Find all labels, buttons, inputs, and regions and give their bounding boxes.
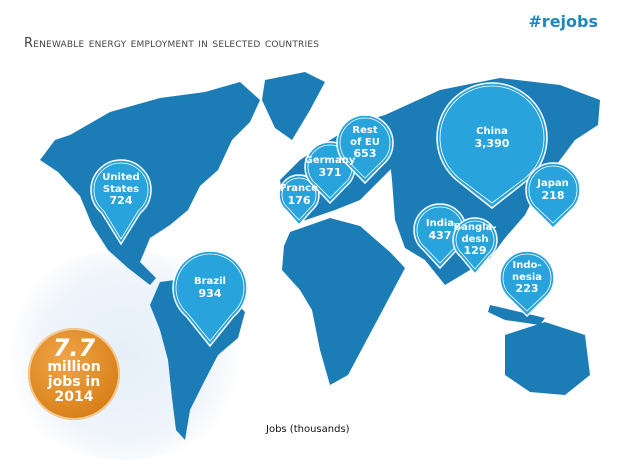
jobs-value: 371: [318, 165, 342, 179]
pins-layer: [90, 82, 581, 348]
pin-label: India 437: [426, 218, 454, 242]
page-title: Renewable energy employment in selected …: [24, 36, 320, 51]
pin-label: France 176: [280, 183, 318, 207]
pin-china: [436, 82, 548, 209]
country-name: China: [476, 125, 508, 137]
country-name: desh: [461, 233, 489, 245]
pin-brazil: [172, 250, 248, 348]
country-name: United: [102, 172, 140, 184]
country-name: France: [280, 182, 318, 194]
country-name: Germany: [304, 154, 356, 166]
pin-japan: [525, 162, 581, 230]
pin-label: Bangla-desh 129: [454, 222, 497, 258]
pin-label: United States 724: [102, 172, 139, 208]
pin-inner-outline: [502, 253, 552, 312]
australia: [505, 322, 590, 395]
total-jobs-badge: 7.7 million jobs in 2014: [28, 328, 120, 420]
country-name: Bangla-: [453, 222, 497, 234]
legend-label: Jobs (thousands): [266, 424, 350, 435]
country-name: Rest: [352, 125, 378, 137]
country-name: States: [102, 183, 140, 195]
pin-label: Rest of EU 653: [350, 125, 380, 161]
country-name: of EU: [350, 136, 380, 148]
pin-inner-outline: [339, 117, 391, 179]
jobs-value: 934: [198, 286, 222, 300]
jobs-value: 724: [109, 194, 133, 208]
africa: [282, 218, 405, 385]
jobs-value: 129: [463, 244, 487, 258]
pin-label: Brazil 934: [194, 276, 226, 300]
country-name: Japan: [537, 177, 569, 189]
country-name: nesia: [511, 271, 543, 283]
pin-label: China 3,390: [475, 126, 510, 150]
total-line1: million: [47, 359, 101, 375]
greenland: [262, 72, 325, 140]
pin-inner-outline: [175, 253, 245, 342]
pin-united-states: [90, 159, 152, 246]
pin-label: Germany 371: [305, 155, 356, 179]
total-value: 7.7: [52, 334, 96, 362]
jobs-value: 437: [428, 228, 452, 242]
jobs-value: 218: [541, 188, 565, 202]
pin-rest-of-eu: [336, 114, 394, 185]
jobs-value: 653: [353, 147, 377, 161]
pin-inner-outline: [93, 162, 149, 240]
pin-inner-outline: [455, 220, 495, 270]
pin-inner-outline: [439, 85, 545, 204]
pin-bangladesh: [452, 217, 498, 276]
country-name: Brazil: [194, 275, 226, 287]
country-name: Indo-: [512, 260, 542, 272]
jobs-value: 3,390: [474, 136, 510, 150]
total-line3: 2014: [54, 389, 94, 405]
pin-france: [278, 174, 320, 227]
total-line2: jobs in: [47, 374, 101, 390]
pin-inner-outline: [528, 165, 578, 224]
pin-label: Indo-nesia 223: [512, 260, 542, 296]
country-name: India: [425, 217, 455, 229]
pin-inner-outline: [281, 177, 317, 221]
indonesia: [488, 305, 545, 325]
pin-indonesia: [499, 250, 555, 318]
jobs-value: 176: [287, 193, 311, 207]
pin-label: Japan 218: [537, 178, 569, 202]
hashtag: #rejobs: [528, 12, 598, 31]
jobs-value: 223: [515, 282, 539, 296]
pin-inner-outline: [307, 144, 353, 199]
